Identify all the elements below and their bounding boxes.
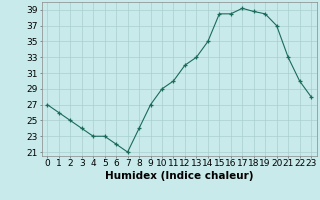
X-axis label: Humidex (Indice chaleur): Humidex (Indice chaleur) [105, 171, 253, 181]
